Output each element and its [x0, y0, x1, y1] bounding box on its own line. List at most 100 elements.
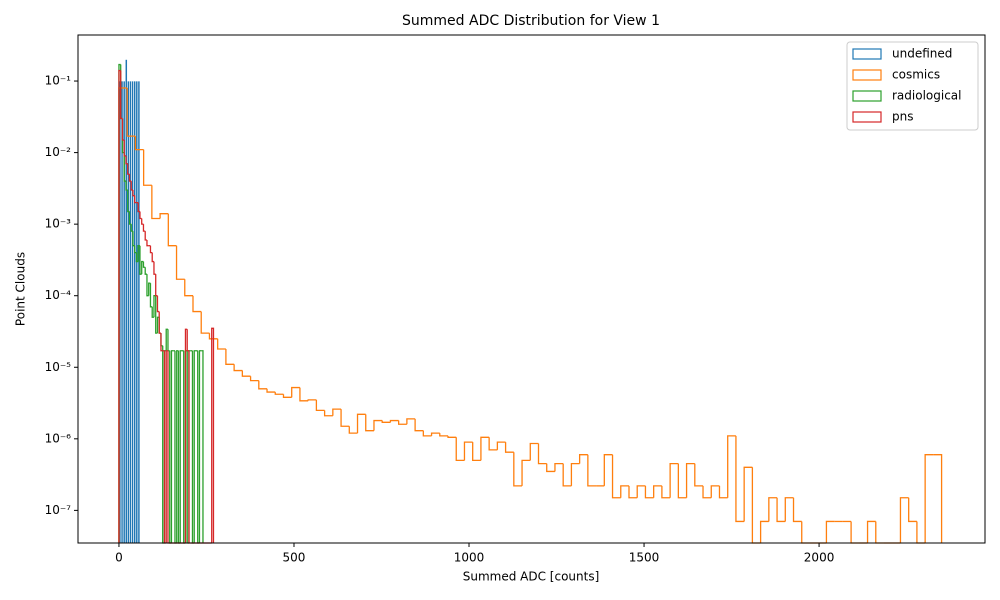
histogram-step: [933, 454, 943, 543]
histogram-step: [134, 136, 144, 151]
histogram-step: [455, 437, 465, 462]
histogram-step: [146, 240, 149, 247]
histogram-step: [217, 338, 226, 350]
histogram-step: [447, 435, 457, 438]
histogram-step: [529, 442, 539, 461]
histogram-step: [134, 245, 137, 254]
histogram-bar: [135, 80, 139, 544]
histogram-step: [439, 433, 449, 437]
histogram-step: [127, 190, 130, 213]
y-tick-label: 10⁻⁷: [45, 503, 72, 517]
histogram-step: [184, 328, 188, 543]
legend-box: [846, 41, 979, 131]
histogram-step: [653, 485, 662, 498]
legend: undefined cosmics radiological pns: [846, 41, 979, 131]
histogram-step: [463, 441, 473, 461]
histogram-step: [142, 261, 146, 268]
histogram-step: [165, 328, 168, 351]
histogram-step: [159, 213, 169, 219]
histogram-step: [249, 376, 259, 382]
axes-frame: [77, 34, 986, 544]
histogram-step: [908, 497, 917, 523]
y-tick-label: 10⁻⁴: [45, 288, 72, 302]
histogram-step: [496, 441, 506, 450]
histogram-step: [825, 520, 835, 543]
histogram-step: [356, 413, 366, 434]
histogram-step: [776, 497, 786, 523]
histogram-step: [175, 245, 185, 280]
histogram-step: [373, 419, 383, 431]
histogram-step: [620, 485, 629, 498]
histogram-step: [784, 497, 794, 522]
histogram-step: [587, 454, 597, 487]
histogram-step: [266, 388, 276, 393]
histogram-step: [381, 420, 391, 423]
legend-label: radiological: [892, 89, 962, 103]
histogram-step: [480, 436, 490, 461]
histogram-step: [139, 245, 142, 275]
histogram-step: [198, 350, 202, 543]
histogram-step: [274, 392, 284, 395]
histogram-step: [504, 442, 514, 453]
histogram-step: [151, 185, 161, 220]
histogram-step: [144, 231, 147, 241]
histogram-step: [142, 149, 152, 186]
histogram-step: [743, 466, 753, 522]
y-axis-label: Point Clouds: [14, 252, 28, 326]
x-axis-label: Summed ADC [counts]: [463, 570, 600, 584]
histogram-bar: [131, 80, 134, 544]
histogram-step: [125, 155, 128, 165]
histogram-step: [488, 437, 498, 451]
histogram-step: [179, 350, 182, 543]
histogram-step: [155, 295, 158, 334]
histogram-step: [200, 311, 210, 334]
histogram-step: [792, 497, 802, 523]
histogram-step: [578, 454, 588, 464]
histogram-step: [142, 224, 146, 232]
histogram-step: [472, 442, 481, 462]
legend-swatch: [852, 48, 882, 60]
y-tick-label: 10⁻³: [45, 217, 72, 231]
histogram-step: [398, 420, 407, 425]
histogram-step: [661, 485, 671, 499]
histogram-step: [718, 485, 728, 499]
legend-label: undefined: [892, 47, 952, 61]
histogram-step: [430, 432, 440, 436]
histogram-step: [299, 387, 309, 402]
histogram-step: [603, 454, 613, 486]
histogram-step: [118, 69, 121, 543]
histogram-step: [422, 430, 432, 437]
histogram-step: [130, 224, 133, 232]
x-tick-label: 1000: [454, 551, 485, 565]
histogram-step: [151, 252, 154, 263]
histogram-step: [184, 279, 193, 297]
histogram-step: [406, 418, 416, 425]
y-tick-label: 10⁻⁶: [45, 431, 72, 445]
histogram-step: [137, 202, 140, 213]
histogram-step: [702, 485, 712, 499]
histogram-step: [340, 409, 350, 427]
histogram-step: [160, 333, 163, 352]
histogram-step: [644, 485, 654, 499]
histogram-step: [201, 350, 204, 543]
x-tick-label: 500: [283, 551, 306, 565]
y-tick-label: 10⁻¹: [45, 74, 72, 88]
histogram-step: [192, 295, 202, 313]
histogram-step: [323, 410, 333, 417]
y-tick-label: 10⁻²: [45, 145, 72, 159]
histogram-step: [759, 520, 769, 543]
histogram-step: [365, 414, 374, 432]
histogram-bar: [137, 80, 141, 544]
y-tick-label: 10⁻⁵: [45, 360, 72, 374]
histogram-step: [149, 245, 153, 254]
histogram-step: [127, 163, 130, 175]
histogram-step: [120, 70, 123, 120]
histogram-step: [307, 399, 317, 401]
legend-label: cosmics: [892, 68, 940, 82]
histogram-step: [669, 462, 679, 498]
histogram-bar: [133, 80, 137, 544]
histogram-step: [123, 139, 126, 157]
chart-title: Summed ADC Distribution for View 1: [402, 13, 660, 29]
histogram-step: [258, 380, 268, 390]
